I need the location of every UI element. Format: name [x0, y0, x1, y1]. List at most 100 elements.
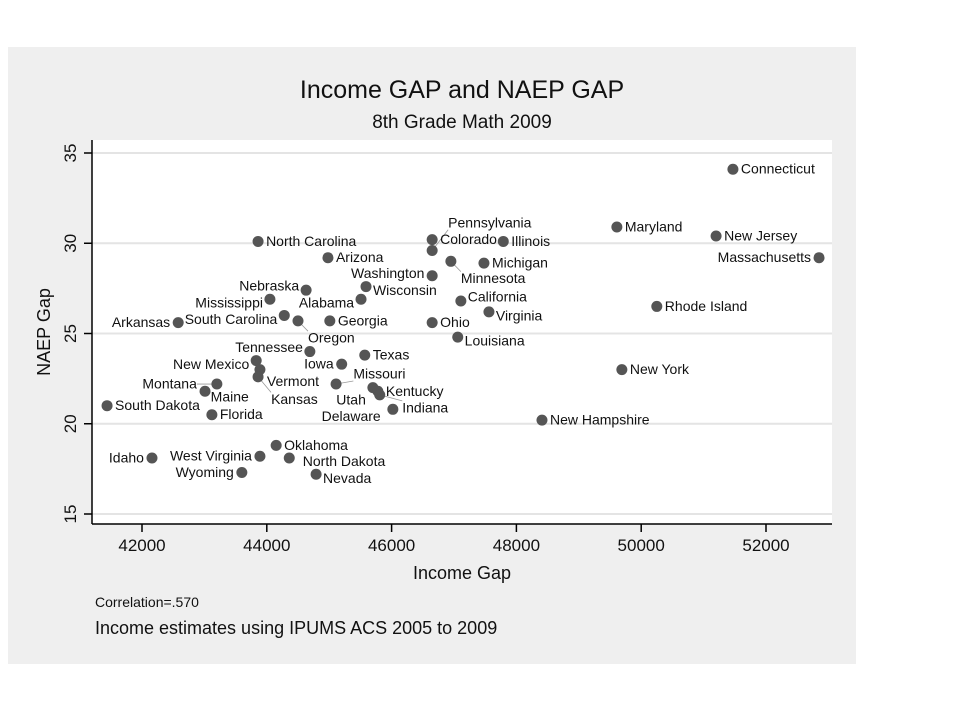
data-point [252, 371, 264, 383]
axis-ticks: 15 20 25 30 35 42000 44000 46000 48000 50000 52000 [61, 144, 790, 555]
data-point [497, 235, 509, 247]
data-points [101, 163, 825, 480]
data-point [483, 306, 495, 318]
x-tick-label: 48000 [493, 536, 540, 555]
data-point [322, 252, 334, 264]
point-label: Tennessee [235, 339, 303, 355]
data-point [426, 317, 438, 329]
data-point [304, 346, 316, 358]
point-label: Arizona [336, 249, 384, 265]
point-label: Arkansas [112, 314, 170, 330]
point-label: California [468, 289, 527, 305]
data-point [211, 378, 223, 390]
point-label: Rhode Island [665, 298, 748, 314]
point-label: Iowa [304, 356, 334, 372]
y-tick-label: 20 [61, 414, 80, 433]
data-point [651, 300, 663, 312]
data-point [374, 389, 386, 401]
point-label: Massachusetts [718, 249, 811, 265]
data-point [236, 466, 248, 478]
point-label: Colorado [440, 231, 497, 247]
x-tick-label: 42000 [118, 536, 165, 555]
point-label: North Carolina [266, 233, 356, 249]
point-label: Oklahoma [284, 437, 348, 453]
data-point [445, 255, 457, 267]
point-label: Maryland [625, 219, 683, 235]
point-label: Nebraska [239, 278, 299, 294]
point-label: Vermont [267, 373, 319, 389]
point-label: Louisiana [465, 333, 525, 349]
data-point [146, 452, 158, 464]
data-point [324, 315, 336, 327]
data-point [710, 230, 722, 242]
data-point [172, 317, 184, 329]
correlation-note: Correlation=.570 [95, 594, 199, 610]
point-label: Montana [142, 376, 197, 392]
data-point [300, 284, 312, 296]
point-label: Maine [211, 388, 249, 404]
point-label: South Dakota [115, 397, 200, 413]
data-point [336, 358, 348, 370]
point-label: Alabama [299, 295, 354, 311]
data-point [360, 281, 372, 293]
chart-title: Income GAP and NAEP GAP [300, 76, 624, 104]
data-point [426, 234, 438, 246]
point-label: Virginia [496, 307, 543, 323]
point-label: Indiana [402, 399, 448, 415]
point-label: Delaware [322, 408, 381, 424]
data-point [270, 439, 282, 451]
data-point [310, 468, 322, 480]
point-label: Utah [336, 391, 366, 407]
data-point [250, 355, 262, 367]
point-label: South Carolina [185, 311, 278, 327]
point-label: Nevada [323, 470, 371, 486]
point-label: Ohio [440, 314, 470, 330]
point-label: Washington [351, 265, 424, 281]
data-point [254, 450, 266, 462]
data-point [359, 349, 371, 361]
x-tick-label: 46000 [368, 536, 415, 555]
point-label: New York [630, 361, 690, 377]
data-point [292, 315, 304, 327]
data-point [387, 403, 399, 415]
point-label: Pennsylvania [448, 214, 531, 230]
y-tick-label: 15 [61, 505, 80, 524]
data-point [101, 400, 113, 412]
data-point [199, 385, 211, 397]
point-labels: Connecticut Maryland New Jersey Massachuset… [109, 161, 815, 486]
chart-subtitle: 8th Grade Math 2009 [372, 112, 552, 133]
point-label: Florida [220, 406, 263, 422]
data-point [206, 409, 218, 421]
y-axis-label: NAEP Gap [34, 288, 54, 376]
data-point [616, 364, 628, 376]
data-point [426, 244, 438, 256]
source-note: Income estimates using IPUMS ACS 2005 to… [95, 618, 497, 638]
gridlines [92, 152, 832, 515]
plot-area [92, 140, 832, 524]
point-label: Minnesota [461, 270, 526, 286]
point-label: Kentucky [386, 383, 444, 399]
point-label: Idaho [109, 450, 144, 466]
data-point [355, 293, 367, 305]
data-point [264, 293, 276, 305]
data-point [252, 235, 264, 247]
point-label: Michigan [492, 255, 548, 271]
point-label: Missouri [353, 366, 405, 382]
point-label: North Dakota [303, 453, 386, 469]
data-point [278, 309, 290, 321]
data-point [813, 252, 825, 264]
data-point [330, 378, 342, 390]
point-label: West Virginia [170, 448, 252, 464]
x-tick-label: 52000 [742, 536, 789, 555]
data-point [455, 295, 467, 307]
x-axis-label: Income Gap [413, 563, 511, 583]
data-point [426, 270, 438, 282]
y-tick-label: 35 [61, 144, 80, 163]
point-label: Connecticut [741, 161, 815, 177]
data-point [611, 221, 623, 233]
point-label: Mississippi [195, 295, 263, 311]
y-tick-label: 30 [61, 234, 80, 253]
point-label: Wisconsin [373, 282, 437, 298]
point-label: Oregon [308, 330, 355, 346]
